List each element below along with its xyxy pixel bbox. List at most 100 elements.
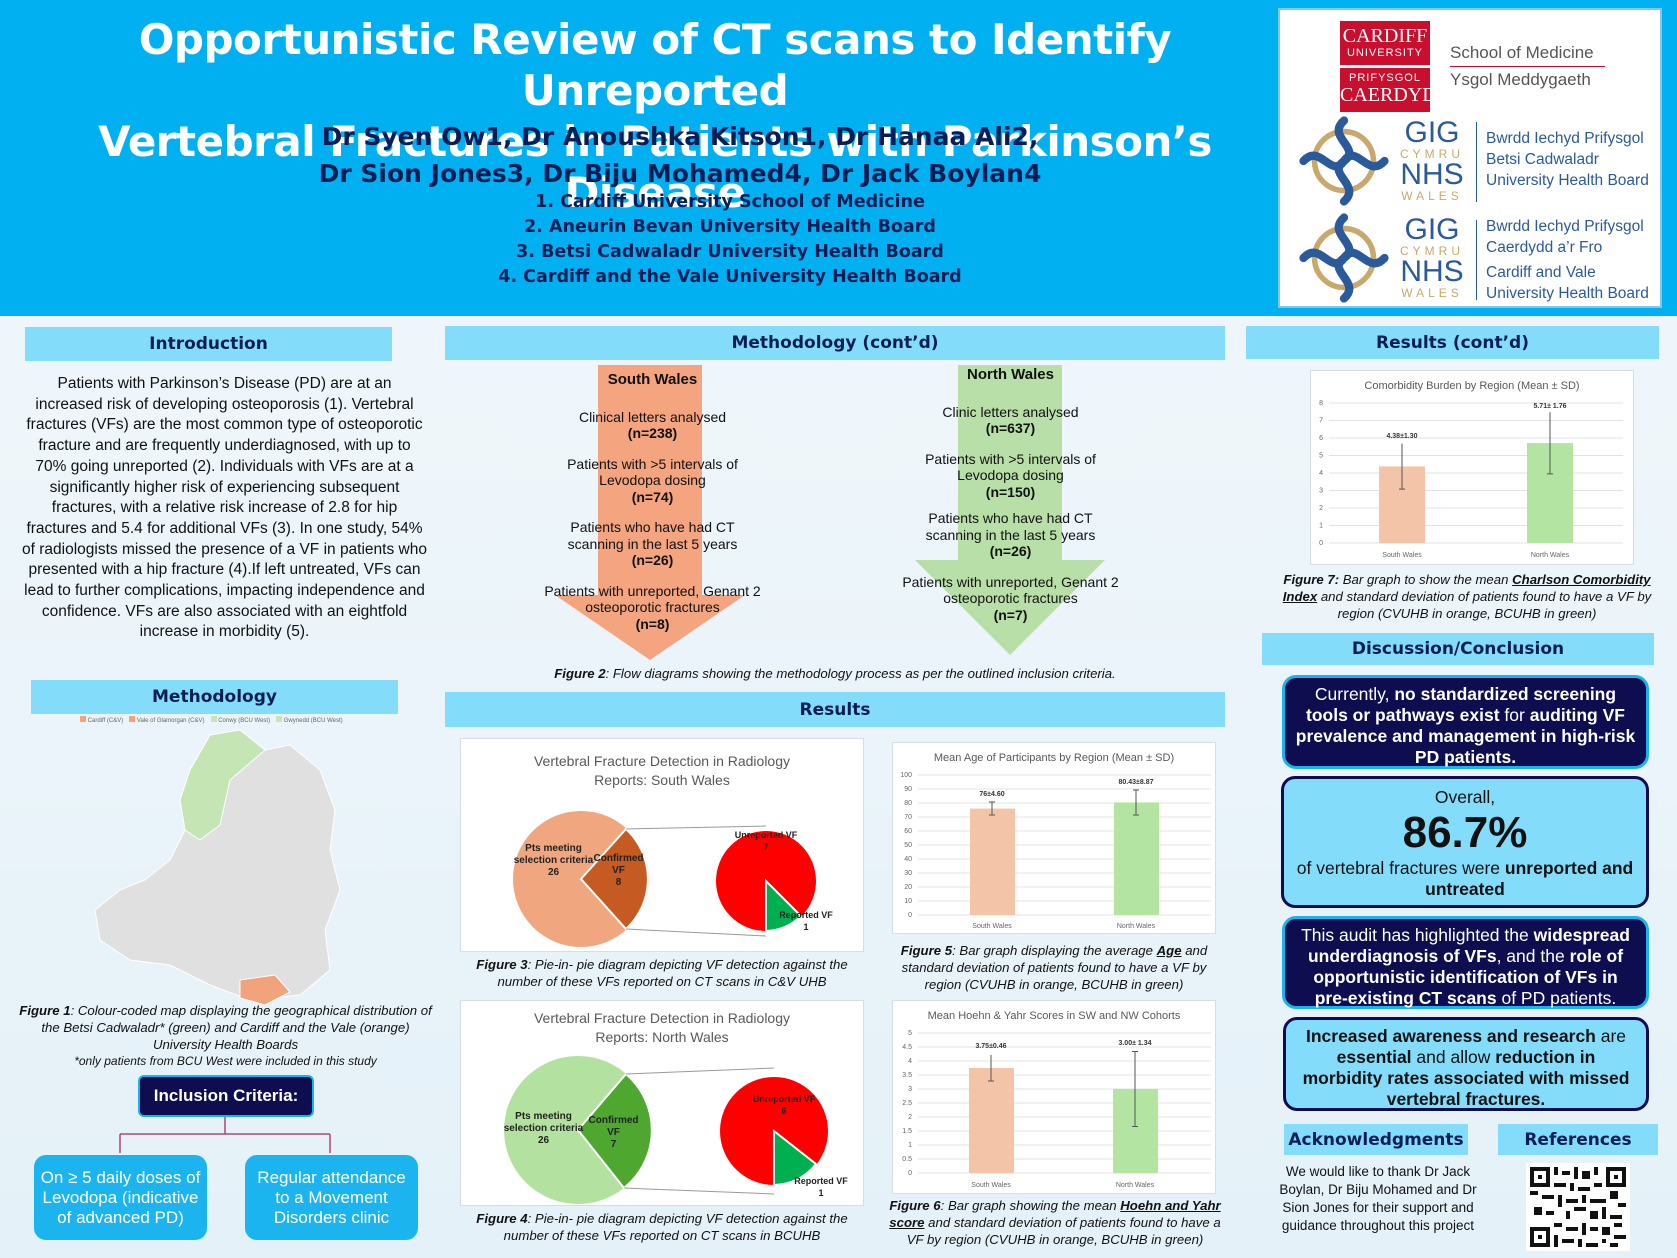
celtic-knot-icon: [1299, 213, 1389, 303]
svg-text:40: 40: [904, 856, 912, 863]
svg-text:5: 5: [1319, 453, 1323, 460]
svg-text:2.5: 2.5: [902, 1100, 912, 1107]
criterion-clinic-attendance: Regular attendance to a Movement Disorde…: [245, 1155, 418, 1240]
logo-panel: CARDIFF UNIVERSITY PRIFYSGOL CAERDYDD Sc…: [1278, 8, 1662, 308]
school-of-medicine-text: School of Medicine Ysgol Meddygaeth: [1450, 40, 1605, 93]
figure-4-caption: Figure 4: Pie-in- pie diagram depicting …: [476, 1211, 848, 1243]
svg-text:South Wales: South Wales: [971, 1182, 1011, 1189]
gig-cymru-nhs-wales-wordmark: GIG CYMRU NHS WALES: [1400, 116, 1464, 203]
conclusion-box-awareness: Increased awareness and research are ess…: [1283, 1017, 1649, 1111]
svg-text:2: 2: [1319, 505, 1323, 512]
north-wales-arrow: [915, 365, 1105, 655]
figure-5-caption: Figure 5: Bar graph displaying the avera…: [900, 943, 1208, 992]
svg-text:4: 4: [908, 1058, 912, 1065]
gig-cymru-nhs-wales-wordmark: GIG CYMRU NHS WALES: [1400, 213, 1464, 300]
svg-text:80.43±8.87: 80.43±8.87: [1119, 779, 1154, 786]
discussion-heading: Discussion/Conclusion: [1262, 633, 1654, 665]
nhs-wales-cvuhb-logo: [1298, 212, 1390, 309]
svg-text:South Wales: South Wales: [972, 923, 1012, 930]
pie-label-reported: Reported VF 1: [779, 910, 833, 932]
pie-label-reported: Reported VF 1: [794, 1176, 848, 1198]
unreported-percentage: 86.7%: [1402, 808, 1528, 857]
acknowledgments-text: We would like to thank Dr Jack Boylan, D…: [1279, 1164, 1477, 1233]
svg-text:100: 100: [900, 772, 912, 779]
svg-text:3.5: 3.5: [902, 1072, 912, 1079]
figure-5-bar-chart: Mean Age of Participants by Region (Mean…: [892, 742, 1216, 934]
pie-label-confirmed: Confirmed VF 8: [593, 853, 644, 888]
affiliation: 1. Cardiff University School of Medicine: [535, 192, 925, 212]
svg-text:20: 20: [904, 884, 912, 891]
svg-text:5: 5: [908, 1030, 912, 1037]
conclusion-box-audit: This audit has highlighted the widesprea…: [1282, 916, 1649, 1009]
pie-label-unreported: Unreported VF 7: [734, 830, 798, 852]
svg-text:5.71± 1.76: 5.71± 1.76: [1533, 403, 1566, 410]
connector-lines: [119, 1117, 331, 1153]
svg-text:0: 0: [908, 1170, 912, 1177]
svg-text:30: 30: [904, 870, 912, 877]
svg-text:4: 4: [1319, 470, 1323, 477]
pie-label-selection: Pts meeting selection criteria 26: [513, 843, 594, 878]
svg-text:3: 3: [908, 1086, 912, 1093]
svg-text:0.5: 0.5: [902, 1156, 912, 1163]
references-heading: References: [1498, 1124, 1658, 1155]
conclusion-box-statistic: Overall, 86.7% of vertebral fractures we…: [1281, 776, 1649, 908]
cvuhb-name: Bwrdd Iechyd Prifysgol Caerdydd a’r Fro …: [1486, 218, 1649, 302]
svg-text:50: 50: [904, 842, 912, 849]
criterion-levodopa: On ≥ 5 daily doses of Levodopa (indicati…: [34, 1155, 207, 1240]
results-heading: Results: [445, 692, 1225, 727]
north-wales-flow: North Wales Clinic letters analysed (n=6…: [902, 366, 1119, 623]
poster-title: Opportunistic Review of CT scans to Iden…: [98, 15, 1212, 217]
cardiff-university-logo: CARDIFF UNIVERSITY: [1340, 21, 1430, 65]
svg-text:60: 60: [904, 828, 912, 835]
introduction-heading: Introduction: [25, 327, 392, 361]
celtic-knot-icon: [1299, 116, 1389, 206]
svg-text:4.38±1.30: 4.38±1.30: [1386, 433, 1417, 440]
author-list: Dr Syen Ow1, Dr Anoushka Kitson1, Dr Han…: [318, 122, 1042, 188]
nhs-wales-bcuhb-logo: [1298, 115, 1390, 212]
svg-text:4.5: 4.5: [902, 1044, 912, 1051]
svg-text:3: 3: [1319, 488, 1323, 495]
pie-label-selection: Pts meeting selection criteria 26: [503, 1111, 584, 1146]
svg-text:6: 6: [1319, 435, 1323, 442]
results-contd-heading: Results (cont’d): [1246, 326, 1659, 359]
inclusion-criteria-title: Inclusion Criteria:: [138, 1075, 314, 1117]
prifysgol-caerdydd-logo: PRIFYSGOL CAERDYDD: [1340, 68, 1451, 112]
svg-text:0: 0: [908, 912, 912, 919]
svg-text:3.00± 1.34: 3.00± 1.34: [1118, 1040, 1151, 1047]
svg-text:8: 8: [1319, 400, 1323, 407]
references-qr-code[interactable]: [1526, 1163, 1630, 1251]
svg-text:0: 0: [1319, 540, 1323, 547]
pie-label-confirmed: Confirmed VF 7: [588, 1115, 639, 1150]
introduction-text: Patients with Parkinson’s Disease (PD) a…: [22, 375, 427, 641]
figure-6-bar-chart: Mean Hoehn & Yahr Scores in SW and NW Co…: [892, 1000, 1216, 1194]
qr-code-icon: [1530, 1167, 1626, 1247]
figure-4-pie-chart: Vertebral Fracture Detection in Radiolog…: [460, 1000, 864, 1206]
wales-map: [94, 730, 341, 1005]
acknowledgments-heading: Acknowledgments: [1284, 1124, 1468, 1155]
svg-text:North Wales: North Wales: [1531, 552, 1570, 559]
affiliation: 2. Aneurin Bevan University Health Board: [524, 217, 936, 237]
svg-text:1.5: 1.5: [902, 1128, 912, 1135]
bcuhb-name: Bwrdd Iechyd Prifysgol Betsi Cadwaladr U…: [1486, 130, 1649, 189]
svg-text:North Wales: North Wales: [1116, 1182, 1155, 1189]
svg-text:10: 10: [904, 898, 912, 905]
methodology-contd-heading: Methodology (cont’d): [445, 326, 1225, 360]
svg-text:North Wales: North Wales: [1117, 923, 1156, 930]
map-legend: Cardiff (C&V) Vale of Glamorgan (C&V) Co…: [80, 716, 343, 724]
divider: [1476, 122, 1477, 202]
svg-text:7: 7: [1319, 418, 1323, 425]
svg-text:1: 1: [908, 1142, 912, 1149]
affiliation: 3. Betsi Cadwaladr University Health Boa…: [516, 242, 944, 262]
svg-text:76±4.60: 76±4.60: [979, 791, 1004, 798]
south-wales-arrow: [555, 365, 745, 660]
methodology-heading: Methodology: [31, 680, 398, 714]
figure-2-caption: Figure 2: Flow diagrams showing the meth…: [554, 666, 1116, 681]
south-wales-flow: South Wales Clinical letters analysed (n…: [544, 371, 761, 632]
svg-text:80: 80: [904, 800, 912, 807]
figure-7-caption: Figure 7: Bar graph to show the mean Cha…: [1282, 572, 1652, 621]
divider: [1476, 220, 1477, 300]
conclusion-box-screening: Currently, no standardized screening too…: [1282, 675, 1649, 769]
figure-1-caption: Figure 1: Colour-coded map displaying th…: [19, 1003, 432, 1068]
pie-label-unreported: Unreported VF 6: [752, 1094, 816, 1116]
svg-text:2: 2: [908, 1114, 912, 1121]
